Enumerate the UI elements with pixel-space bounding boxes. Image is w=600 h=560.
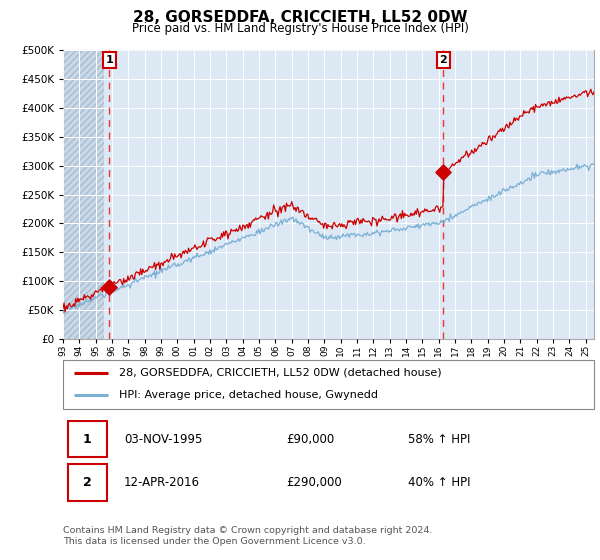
Text: 2: 2 bbox=[439, 55, 447, 65]
Text: 28, GORSEDDFA, CRICCIETH, LL52 0DW (detached house): 28, GORSEDDFA, CRICCIETH, LL52 0DW (deta… bbox=[119, 368, 442, 378]
Text: £90,000: £90,000 bbox=[286, 432, 334, 446]
Text: 40% ↑ HPI: 40% ↑ HPI bbox=[408, 476, 470, 489]
Text: 12-APR-2016: 12-APR-2016 bbox=[124, 476, 200, 489]
FancyBboxPatch shape bbox=[63, 360, 594, 409]
Point bbox=[439, 167, 448, 176]
Text: 2: 2 bbox=[83, 476, 92, 489]
Point bbox=[104, 282, 114, 291]
FancyBboxPatch shape bbox=[68, 464, 107, 501]
Text: 58% ↑ HPI: 58% ↑ HPI bbox=[408, 432, 470, 446]
Text: £290,000: £290,000 bbox=[286, 476, 342, 489]
Text: 03-NOV-1995: 03-NOV-1995 bbox=[124, 432, 202, 446]
Text: 1: 1 bbox=[106, 55, 113, 65]
Text: 1: 1 bbox=[83, 432, 92, 446]
Text: 28, GORSEDDFA, CRICCIETH, LL52 0DW: 28, GORSEDDFA, CRICCIETH, LL52 0DW bbox=[133, 10, 467, 25]
Text: HPI: Average price, detached house, Gwynedd: HPI: Average price, detached house, Gwyn… bbox=[119, 390, 378, 400]
FancyBboxPatch shape bbox=[68, 421, 107, 458]
Text: Contains HM Land Registry data © Crown copyright and database right 2024.
This d: Contains HM Land Registry data © Crown c… bbox=[63, 526, 433, 546]
Text: Price paid vs. HM Land Registry's House Price Index (HPI): Price paid vs. HM Land Registry's House … bbox=[131, 22, 469, 35]
Bar bbox=[63, 50, 104, 339]
